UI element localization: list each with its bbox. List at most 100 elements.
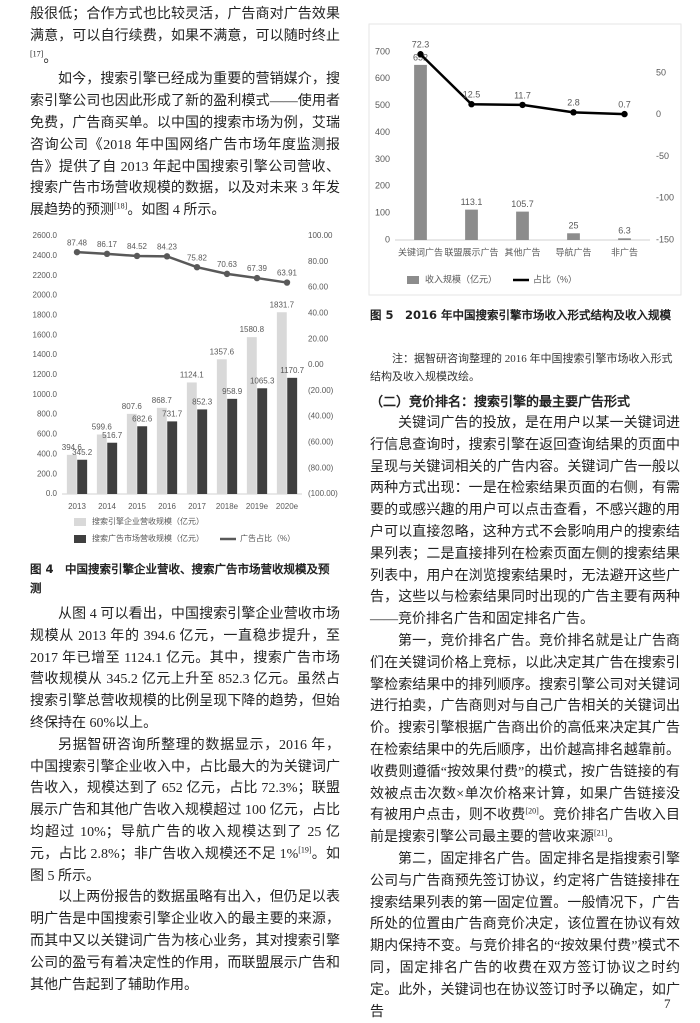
- y2-tick-label: -100: [656, 193, 674, 203]
- bar-label: 868.7: [152, 396, 173, 405]
- paragraph: 第一，竞价排名广告。竞价排名就是让广告商们在关键词价格上竞标，以此决定其广告在搜…: [370, 631, 680, 849]
- bar: [227, 398, 238, 494]
- citation: [18]: [114, 201, 128, 211]
- bar-label: 807.6: [122, 402, 143, 411]
- bar: [465, 209, 478, 240]
- x-tick-label: 2013: [68, 502, 86, 511]
- line-point: [253, 274, 261, 282]
- y2-tick-label: (60.00): [308, 438, 334, 447]
- bar: [167, 421, 178, 494]
- line-point: [417, 51, 424, 58]
- x-tick-label: 其他广告: [504, 246, 540, 257]
- bar: [77, 459, 88, 494]
- y-tick-label: 0: [385, 234, 390, 244]
- bar: [414, 64, 427, 240]
- bar-label: 599.6: [92, 423, 113, 432]
- y2-tick-label: (20.00): [308, 386, 334, 395]
- text-run: 。: [607, 830, 622, 846]
- x-tick-label: 联盟展示广告: [444, 246, 498, 257]
- bar-label: 1170.7: [280, 366, 304, 375]
- x-tick-label: 非广告: [611, 246, 638, 257]
- bar-label: 958.9: [222, 387, 243, 396]
- bar-label: 345.2: [72, 448, 93, 457]
- figure-caption: 图 5 2016 年中国搜索引擎市场收入形式结构及收入规模: [370, 308, 672, 322]
- y-tick-label: 200.0: [37, 469, 58, 478]
- bar: [186, 382, 197, 494]
- y-tick-label: 0.0: [46, 489, 58, 498]
- line-point: [73, 248, 81, 256]
- legend-label: 收入规模（亿元）: [425, 273, 497, 284]
- text-run: 以上两份报告的数据虽略有出入，但仍足以表明广告是中国搜索引擎企业收入的最主要的来…: [30, 890, 340, 993]
- bar: [287, 377, 298, 494]
- y-tick-label: 800.0: [37, 410, 58, 419]
- y2-tick-label: 20.00: [308, 334, 329, 343]
- y-tick-label: 200: [375, 181, 390, 191]
- point-label: 75.82: [187, 253, 208, 262]
- bar-label: 1357.6: [210, 347, 235, 356]
- y-tick-label: 2400.0: [33, 251, 58, 260]
- bar-label: 113.1: [461, 197, 483, 207]
- legend-swatch: [74, 518, 86, 526]
- bar-label: 516.7: [102, 431, 123, 440]
- y2-tick-label: 60.00: [308, 283, 329, 292]
- y-tick-label: 400: [375, 127, 390, 137]
- line-point: [163, 253, 171, 260]
- y-tick-label: 1200.0: [33, 370, 58, 379]
- bar: [257, 388, 268, 494]
- text-run: 。如图 5 所示。: [30, 846, 340, 884]
- paragraph: 从图 4 可以看出，中国搜索引擎企业营收市场规模从 2013 年的 394.6 …: [30, 604, 340, 735]
- y2-tick-label: 50: [656, 67, 666, 77]
- point-label: 70.63: [217, 260, 238, 269]
- line-point: [570, 109, 577, 116]
- y-tick-label: 1000.0: [33, 390, 58, 399]
- y-tick-label: 2600.0: [33, 231, 58, 240]
- bar: [107, 442, 118, 494]
- bar: [618, 238, 631, 240]
- point-label: 11.7: [514, 90, 531, 100]
- citation: [19]: [298, 845, 312, 855]
- bar: [137, 426, 148, 494]
- figure-4: 0.0 200.0 400.0 600.0 800.0 1000.0 1200.0 1400.…: [33, 231, 339, 543]
- y2-tick-label: (100.00): [308, 489, 338, 498]
- point-label: 84.52: [127, 242, 148, 251]
- bar: [96, 434, 107, 494]
- right-text: 关键词广告的投放，是在用户以某一关键词进行信息查询时，搜索引擎在返回查询结果的页…: [370, 413, 680, 1023]
- y2-tick-label: 0.00: [308, 360, 324, 369]
- legend-swatch: [407, 276, 419, 284]
- point-label: 2.8: [567, 98, 580, 108]
- bar: [567, 233, 580, 240]
- x-tick-label: 2014: [98, 502, 116, 511]
- line-point: [519, 101, 526, 109]
- text-run: 关键词广告的投放，是在用户以某一关键词进行信息查询时，搜索引擎在返回查询结果的页…: [370, 416, 680, 628]
- bar: [246, 337, 257, 494]
- y2-tick-label: (80.00): [308, 463, 334, 472]
- x-tick-label: 关键词广告: [398, 246, 443, 257]
- section-heading: （二）竞价排名：搜索引擎的最主要广告形式: [370, 395, 631, 410]
- y-tick-label: 600.0: [37, 430, 58, 439]
- bar-label: 1124.1: [180, 371, 204, 380]
- y-tick-label: 300: [375, 154, 390, 164]
- citation: [17]: [30, 48, 44, 58]
- line: [76, 250, 288, 284]
- bar: [66, 454, 77, 494]
- text-run: 从图 4 可以看出，中国搜索引擎企业营收市场规模从 2013 年的 394.6 …: [30, 607, 340, 731]
- bar: [156, 407, 167, 494]
- text-run: 另据智研咨询所整理的数据显示，2016 年，中国搜索引擎企业收入中，占比最大的为…: [30, 737, 340, 862]
- text-run: 。竞价排名广告收入目前是搜索引擎公司最主要的营收来源: [370, 808, 681, 846]
- bar: [516, 211, 529, 240]
- y-tick-label: 100: [375, 208, 390, 218]
- y2-tick-label: 40.00: [308, 309, 329, 318]
- y-tick-label: 2200.0: [33, 271, 58, 280]
- line-point: [223, 270, 231, 278]
- y-tick-label: 1600.0: [33, 330, 58, 339]
- point-label: 0.7: [618, 99, 631, 109]
- point-label: 87.48: [67, 238, 88, 247]
- x-tick-label: 2017: [188, 502, 206, 511]
- y2-tick-label: -50: [656, 151, 669, 161]
- text-run: 。如图 4 所示。: [127, 203, 226, 219]
- text-run: 般很低；合作方式也比较灵活，广告商对广告效果满意，可以自行续费，如果不满意，可以…: [30, 7, 340, 44]
- bar: [216, 359, 227, 494]
- y-tick-label: 400.0: [37, 449, 58, 458]
- text-run: 第二，固定排名广告。固定排名是指搜索引擎公司与广告商预先签订协议，约定将广告链接…: [370, 851, 680, 1020]
